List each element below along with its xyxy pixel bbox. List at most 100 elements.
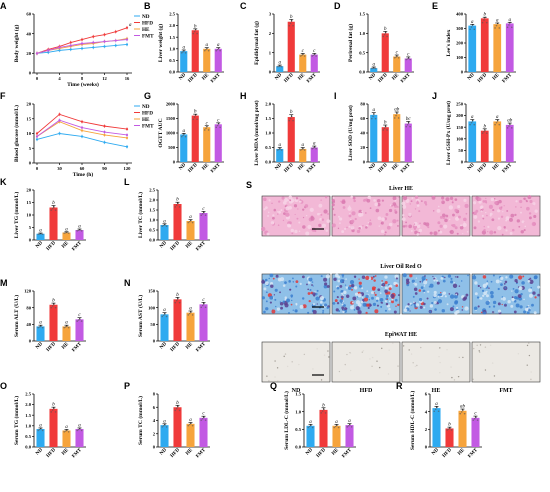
histology-texture bbox=[374, 275, 377, 277]
histology-texture bbox=[357, 293, 362, 298]
y-tick-label-H: 1.5 bbox=[265, 116, 271, 121]
histology-texture bbox=[270, 284, 274, 288]
y-axis-title-P: Serum TC (mmol/L) bbox=[137, 396, 144, 445]
data-point-I bbox=[406, 123, 409, 126]
panel-label-F: F bbox=[0, 91, 6, 101]
histology-texture bbox=[365, 311, 368, 315]
data-point-G bbox=[184, 135, 187, 138]
histology-texture bbox=[479, 206, 483, 209]
bar-HE-R bbox=[458, 410, 467, 447]
data-point-N bbox=[178, 301, 181, 304]
histology-texture bbox=[357, 309, 362, 315]
histology-column-label: ND bbox=[292, 388, 301, 394]
histology-texture bbox=[279, 301, 284, 306]
histology-texture bbox=[414, 195, 419, 199]
histology-texture bbox=[315, 296, 320, 301]
histology-texture bbox=[412, 362, 414, 364]
histology-texture bbox=[282, 300, 285, 304]
y-tick-label-G: 500 bbox=[168, 145, 176, 150]
data-point-C bbox=[278, 65, 280, 68]
histology-texture bbox=[386, 294, 389, 298]
histology-texture bbox=[497, 209, 501, 213]
bar-ND-O bbox=[36, 428, 45, 447]
histology-texture bbox=[378, 225, 380, 227]
histology-texture bbox=[362, 225, 364, 227]
sig-letter-B: a bbox=[217, 43, 220, 48]
histology-texture bbox=[266, 375, 268, 377]
y-tick-label-I: 40 bbox=[360, 131, 365, 136]
histology-texture bbox=[493, 305, 496, 308]
histology-texture bbox=[342, 281, 344, 284]
y-tick-label-L: 2.0 bbox=[149, 198, 155, 203]
data-point-D bbox=[406, 58, 409, 60]
histology-texture bbox=[358, 227, 361, 230]
histology-texture bbox=[337, 275, 341, 279]
histology-texture bbox=[528, 216, 532, 220]
histology-texture bbox=[295, 280, 299, 284]
histology-texture bbox=[369, 358, 371, 360]
histology-texture bbox=[282, 219, 285, 222]
histology-texture bbox=[323, 209, 328, 214]
histology-texture bbox=[273, 294, 276, 296]
panel-label-L: L bbox=[124, 177, 130, 187]
histology-texture bbox=[503, 283, 506, 285]
histology-texture bbox=[374, 293, 377, 297]
data-point-E bbox=[495, 24, 498, 27]
histology-texture bbox=[277, 213, 279, 215]
histology-texture bbox=[474, 292, 478, 296]
histology-texture bbox=[415, 277, 418, 279]
y-axis-title-A: Body weight (g) bbox=[13, 25, 20, 63]
bar-HFD-M bbox=[49, 304, 58, 341]
data-point-B bbox=[196, 32, 198, 35]
histology-texture bbox=[287, 199, 290, 202]
histology-texture bbox=[477, 197, 482, 202]
y-tick-label-B: 2.5 bbox=[169, 12, 175, 17]
histology-texture bbox=[446, 349, 448, 351]
histology-texture bbox=[441, 196, 445, 200]
histology-texture bbox=[497, 225, 502, 231]
histology-texture bbox=[301, 297, 305, 300]
histology-texture bbox=[273, 208, 277, 212]
histology-texture bbox=[485, 294, 489, 298]
histology-texture bbox=[489, 344, 492, 346]
histology-texture bbox=[441, 200, 444, 202]
histology-texture bbox=[344, 363, 346, 366]
histology-texture bbox=[332, 302, 336, 305]
histology-texture bbox=[323, 277, 328, 282]
histology-image-frame bbox=[401, 341, 471, 383]
data-point-N bbox=[201, 304, 204, 307]
data-point-P bbox=[174, 409, 177, 412]
histology-texture bbox=[375, 296, 380, 301]
histology-texture bbox=[288, 195, 293, 200]
data-point-M bbox=[64, 326, 67, 328]
histology-texture bbox=[298, 363, 300, 366]
category-label-D: HFD bbox=[378, 73, 389, 84]
bar-ND-M bbox=[36, 326, 45, 341]
data-point-E bbox=[498, 27, 501, 29]
bar-HE-L bbox=[186, 221, 195, 240]
histology-texture bbox=[463, 198, 467, 203]
histology-texture bbox=[462, 356, 464, 359]
histology-texture bbox=[529, 279, 534, 284]
histology-texture bbox=[437, 295, 440, 298]
histology-texture bbox=[280, 277, 285, 282]
sig-letter-O: a bbox=[65, 425, 68, 430]
category-label-I: HFD bbox=[378, 163, 389, 174]
data-point-H bbox=[303, 149, 306, 151]
histology-texture bbox=[345, 286, 349, 289]
data-point-H bbox=[301, 148, 303, 151]
x-tick-label-A: 12 bbox=[102, 76, 107, 81]
histology-texture bbox=[374, 309, 379, 314]
bar-HFD-D bbox=[381, 33, 389, 72]
y-tick-label-K: 15 bbox=[26, 200, 31, 205]
histology-texture bbox=[384, 284, 386, 286]
histology-image-frame bbox=[471, 341, 541, 383]
histology-texture bbox=[280, 209, 283, 212]
histology-texture bbox=[406, 280, 410, 285]
sig-letter-E: b bbox=[484, 13, 487, 18]
sig-letter-O: b bbox=[52, 403, 55, 408]
sig-letter-P: a bbox=[163, 419, 166, 424]
histology-texture bbox=[361, 275, 366, 279]
histology-image-wat-HFD bbox=[331, 341, 401, 383]
histology-texture bbox=[279, 291, 281, 294]
